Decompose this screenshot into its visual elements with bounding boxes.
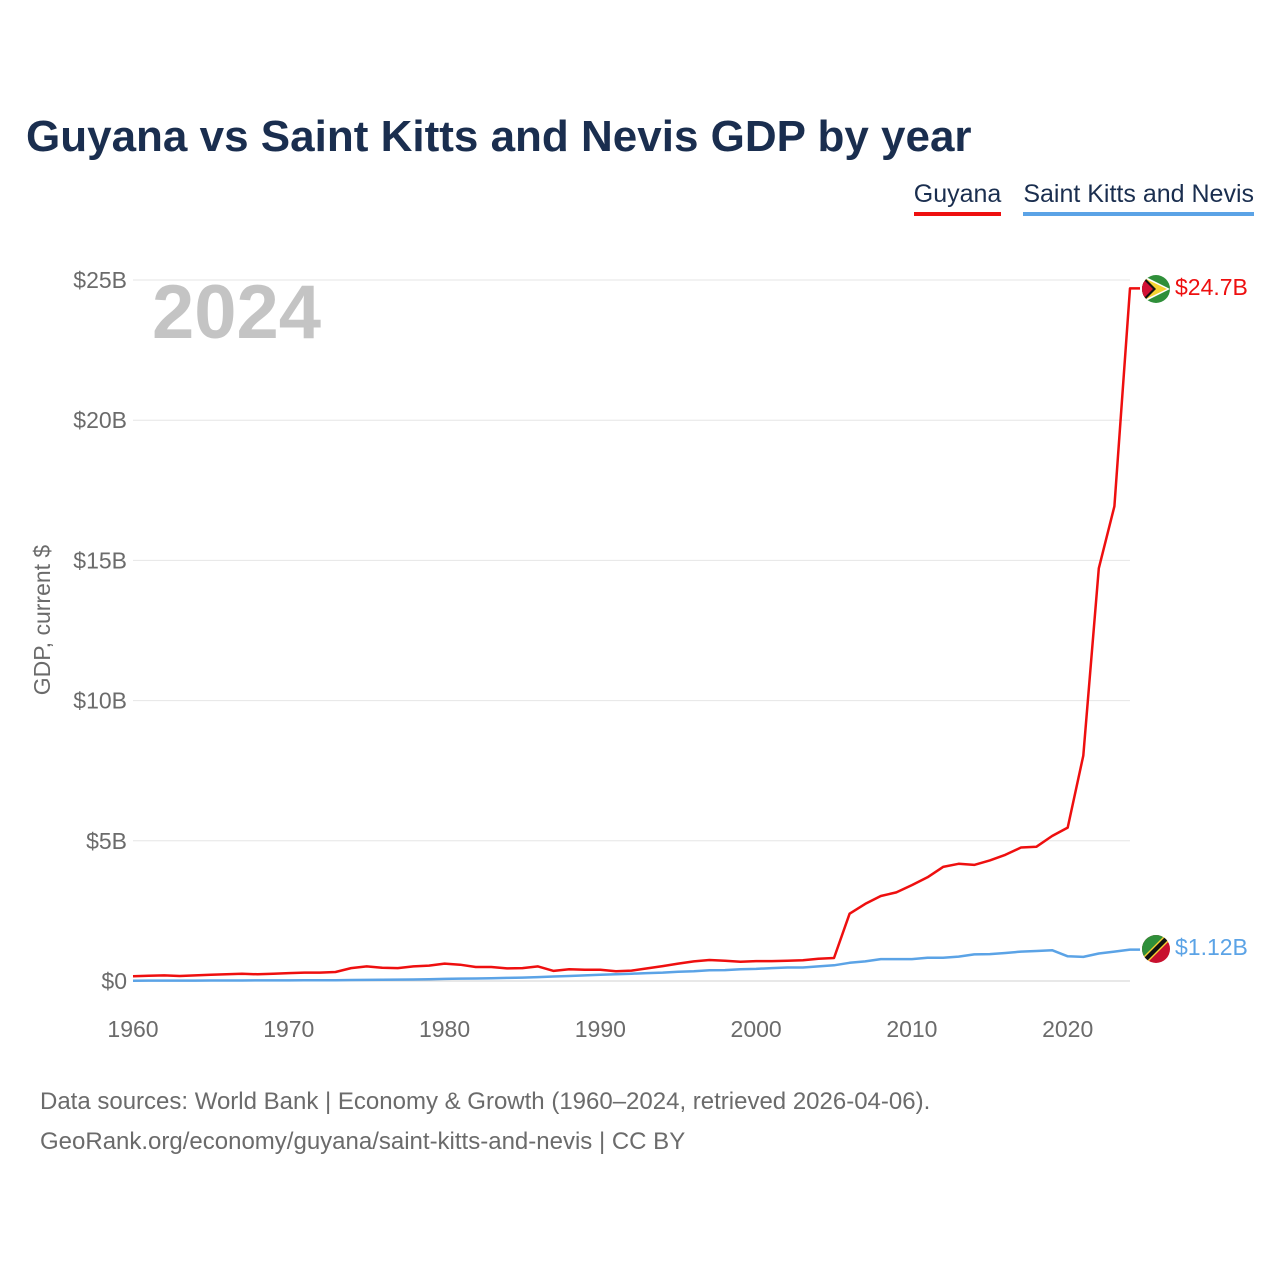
series-line-saint-kitts-and-nevis [132,948,1140,982]
end-value-label: $24.7B [1175,274,1248,300]
gdp-line-chart: $0 $5B $10B $15B $20B $25B 1960 1970 1980 1990 200… [29,267,1248,1042]
legend-item-saint-kitts-and-nevis[interactable]: Saint Kitts and Nevis [1023,180,1254,216]
x-tick-label: 2010 [886,1016,937,1042]
y-tick-label: $20B [73,407,127,433]
y-tick-label: $10B [73,688,127,714]
x-tick-label: 2000 [731,1016,782,1042]
series-line-guyana [132,287,1140,978]
year-watermark: 2024 [152,270,321,355]
chart-title: Guyana vs Saint Kitts and Nevis GDP by y… [26,112,972,161]
x-tick-label: 1960 [107,1016,158,1042]
x-tick-label: 2020 [1042,1016,1093,1042]
saint-kitts-and-nevis-flag-icon [1142,935,1170,963]
legend-item-guyana[interactable]: Guyana [913,180,1002,216]
legend: Guyana Saint Kitts and Nevis [913,180,1254,216]
x-tick-label: 1970 [263,1016,314,1042]
source-link[interactable]: GeoRank.org/economy/guyana/saint-kitts-a… [40,1128,686,1155]
y-tick-label: $0 [101,968,127,994]
guyana-flag-icon [1142,275,1170,303]
source-footer: Data sources: World Bank | Economy & Gro… [40,1082,930,1162]
source-line: Data sources: World Bank | Economy & Gro… [40,1088,931,1115]
y-tick-label: $15B [73,547,127,573]
y-axis-title: GDP, current $ [29,545,55,696]
x-tick-label: 1990 [575,1016,626,1042]
y-tick-label: $25B [73,267,127,293]
end-value-label: $1.12B [1175,934,1248,960]
y-tick-label: $5B [86,828,127,854]
x-tick-label: 1980 [419,1016,470,1042]
